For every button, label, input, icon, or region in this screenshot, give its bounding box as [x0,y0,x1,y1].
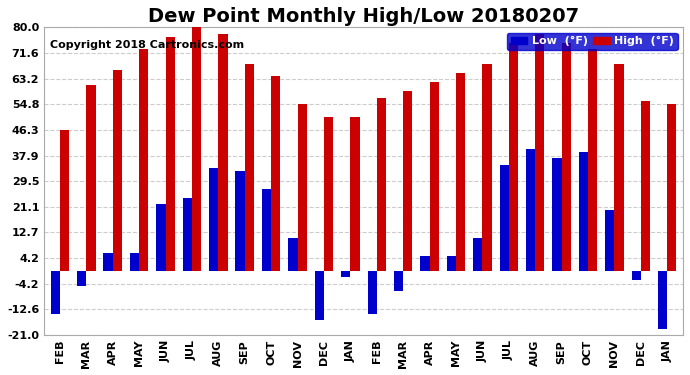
Bar [430,82,439,271]
Bar [614,64,624,271]
Title: Dew Point Monthly High/Low 20180207: Dew Point Monthly High/Low 20180207 [148,7,579,26]
Bar [605,210,614,271]
Bar [50,271,60,314]
Bar [588,49,598,271]
Bar [297,104,307,271]
Bar [104,253,112,271]
Bar [535,34,544,271]
Bar [192,27,201,271]
Bar [456,73,465,271]
Bar [420,256,430,271]
Bar [315,271,324,320]
Bar [183,198,192,271]
Bar [324,117,333,271]
Bar [368,271,377,314]
Bar [562,43,571,271]
Bar [341,271,351,277]
Bar [130,253,139,271]
Bar [667,104,676,271]
Bar [166,37,175,271]
Bar [245,64,254,271]
Bar [86,86,95,271]
Bar [209,168,218,271]
Bar [271,76,280,271]
Bar [112,70,122,271]
Bar [482,64,491,271]
Bar [526,149,535,271]
Bar [218,34,228,271]
Bar [500,165,509,271]
Bar [579,152,588,271]
Bar [631,271,641,280]
Bar [394,271,403,291]
Bar [509,43,518,271]
Bar [262,189,271,271]
Bar [351,117,359,271]
Bar [288,238,297,271]
Bar [446,256,456,271]
Bar [473,238,482,271]
Bar [377,98,386,271]
Bar [235,171,245,271]
Bar [658,271,667,329]
Bar [156,204,166,271]
Bar [139,49,148,271]
Bar [553,159,562,271]
Legend: Low  (°F), High  (°F): Low (°F), High (°F) [507,33,678,50]
Bar [77,271,86,286]
Bar [641,100,650,271]
Text: Copyright 2018 Cartronics.com: Copyright 2018 Cartronics.com [50,40,244,50]
Bar [60,130,69,271]
Bar [403,92,413,271]
